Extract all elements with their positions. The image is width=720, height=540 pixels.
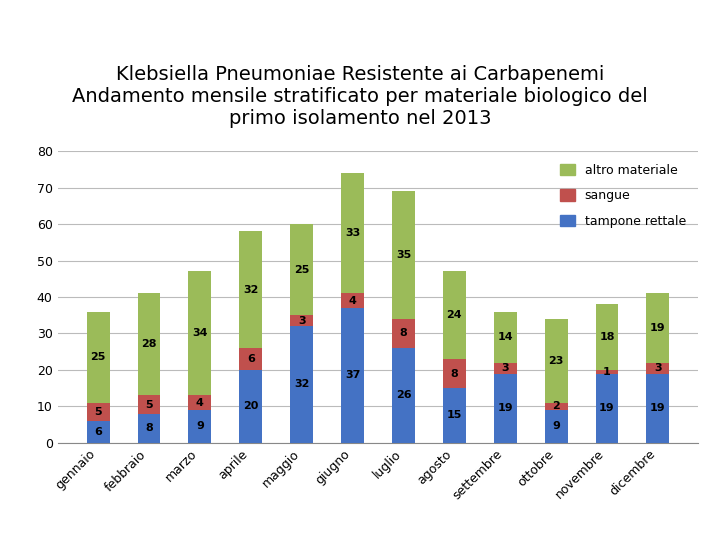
Bar	[494, 312, 517, 363]
Text: 37: 37	[345, 370, 360, 380]
Text: 15: 15	[446, 410, 462, 421]
Text: 4: 4	[196, 397, 204, 408]
Text: 32: 32	[294, 380, 310, 389]
Bar	[86, 421, 109, 443]
Bar	[647, 293, 670, 363]
Bar	[189, 395, 212, 410]
Bar	[138, 395, 161, 414]
Bar	[341, 293, 364, 308]
Text: 33: 33	[345, 228, 360, 238]
Text: 25: 25	[294, 265, 310, 275]
Bar	[595, 370, 618, 374]
Text: 6: 6	[247, 354, 255, 364]
Legend: altro materiale, sangue, tampone rettale: altro materiale, sangue, tampone rettale	[554, 158, 692, 234]
Bar	[189, 272, 212, 395]
Bar	[494, 363, 517, 374]
Bar	[239, 370, 262, 443]
Bar	[647, 374, 670, 443]
Bar	[341, 173, 364, 293]
Bar	[595, 305, 618, 370]
Bar	[443, 272, 466, 359]
Bar	[544, 319, 567, 403]
Bar	[290, 326, 313, 443]
Bar	[494, 374, 517, 443]
Text: 6: 6	[94, 427, 102, 437]
Bar	[544, 410, 567, 443]
Text: 19: 19	[599, 403, 615, 413]
Bar	[290, 224, 313, 315]
Bar	[239, 348, 262, 370]
Text: Klebsiella Pneumoniae Resistente ai Carbapenemi
Andamento mensile stratificato p: Klebsiella Pneumoniae Resistente ai Carb…	[72, 65, 648, 128]
Bar	[138, 293, 161, 395]
Bar	[239, 231, 262, 348]
Bar	[86, 312, 109, 403]
Text: 35: 35	[396, 250, 411, 260]
Bar	[443, 388, 466, 443]
Bar	[392, 191, 415, 319]
Text: 8: 8	[400, 328, 408, 339]
Text: 9: 9	[196, 421, 204, 431]
Text: 1: 1	[603, 367, 611, 377]
Text: 18: 18	[599, 332, 615, 342]
Text: 5: 5	[94, 407, 102, 417]
Bar	[392, 348, 415, 443]
Text: 9: 9	[552, 421, 560, 431]
Bar	[544, 403, 567, 410]
Text: 19: 19	[498, 403, 513, 413]
Text: 5: 5	[145, 400, 153, 409]
Bar	[595, 374, 618, 443]
Bar	[189, 410, 212, 443]
Text: 34: 34	[192, 328, 207, 339]
Text: 32: 32	[243, 285, 258, 295]
Text: 20: 20	[243, 401, 258, 411]
Text: 19: 19	[650, 323, 665, 333]
Bar	[443, 359, 466, 388]
Text: 3: 3	[654, 363, 662, 373]
Text: 25: 25	[91, 352, 106, 362]
Text: 3: 3	[501, 363, 509, 373]
Text: 19: 19	[650, 403, 665, 413]
Text: 24: 24	[446, 310, 462, 320]
Text: 4: 4	[348, 295, 356, 306]
Text: 26: 26	[395, 390, 411, 401]
Text: 8: 8	[451, 368, 458, 379]
Bar	[392, 319, 415, 348]
Bar	[290, 315, 313, 326]
Text: 2: 2	[552, 401, 560, 411]
Text: 28: 28	[141, 339, 157, 349]
Text: 14: 14	[498, 332, 513, 342]
Bar	[647, 363, 670, 374]
Bar	[341, 308, 364, 443]
Bar	[86, 403, 109, 421]
Text: 23: 23	[549, 356, 564, 366]
Text: 3: 3	[298, 316, 305, 326]
Text: 8: 8	[145, 423, 153, 433]
Bar	[138, 414, 161, 443]
